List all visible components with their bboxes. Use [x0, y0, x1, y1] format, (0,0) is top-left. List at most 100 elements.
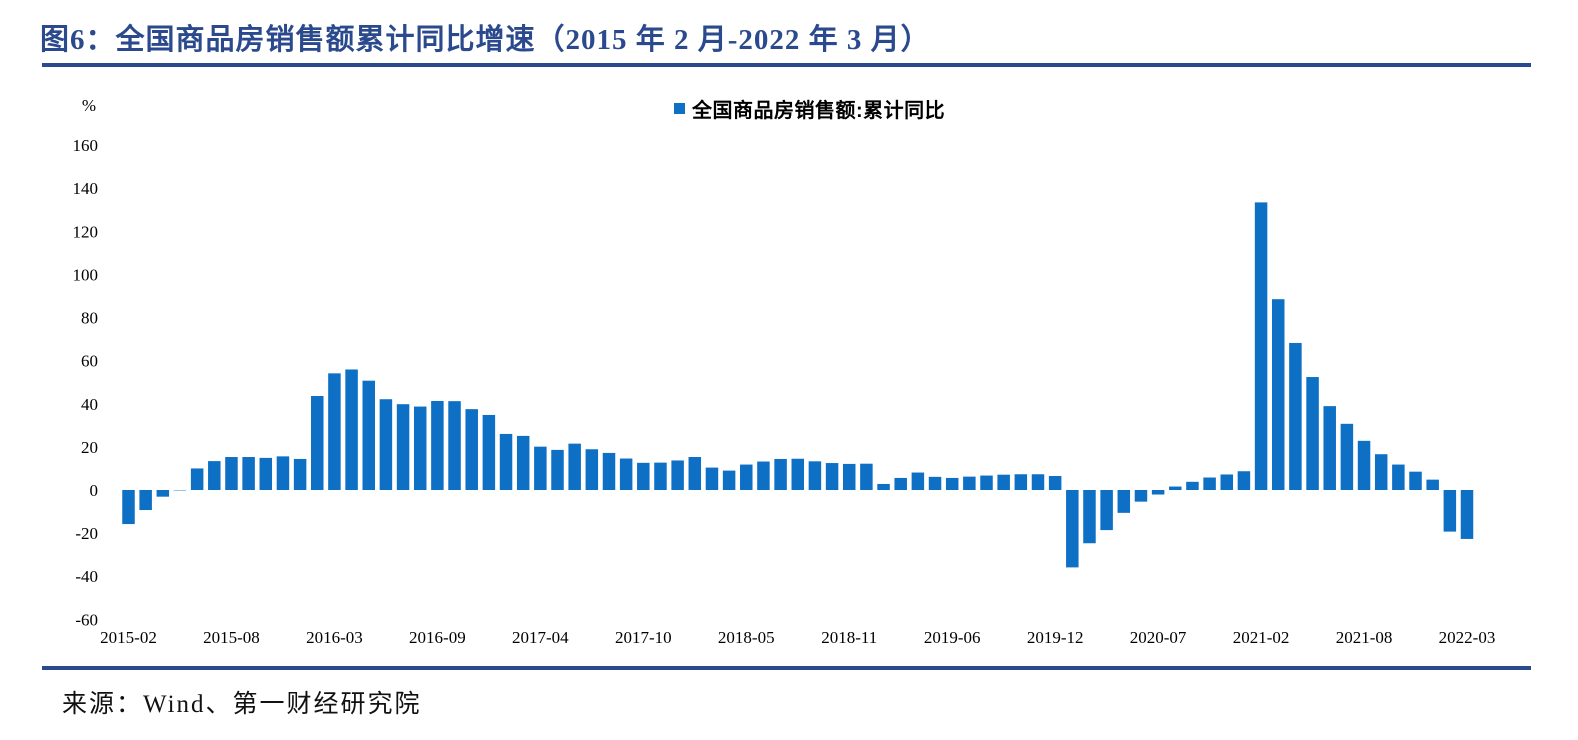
bar-2021-08 [1357, 440, 1371, 490]
bar-2015-06 [190, 468, 204, 490]
bar-2015-02 [122, 490, 135, 525]
bar-2019-11 [1031, 474, 1045, 490]
bar-2017-11 [654, 462, 667, 490]
bar-2020-03 [1083, 490, 1096, 544]
y-tick-label: 40 [81, 395, 98, 414]
bar-2018-05 [740, 464, 753, 490]
bar-2022-02 [1443, 490, 1457, 532]
bar-2016-04 [345, 369, 358, 490]
x-tick-label: 2021-08 [1336, 628, 1393, 647]
bar-2018-08 [791, 458, 804, 490]
bar-2020-09 [1186, 481, 1199, 490]
bar-2020-04 [1100, 490, 1113, 531]
title-divider-rule [42, 63, 1531, 67]
bar-2016-06 [379, 399, 393, 490]
bar-2017-07 [585, 449, 599, 490]
bar-2021-03 [1271, 299, 1285, 490]
bar-2021-10 [1392, 464, 1405, 490]
bar-2020-07 [1151, 490, 1165, 495]
bar-2018-10 [825, 463, 839, 490]
bar-2021-11 [1409, 471, 1422, 490]
y-tick-label: -20 [75, 524, 98, 543]
bar-2021-06 [1323, 406, 1336, 490]
bar-2015-11 [276, 456, 290, 490]
y-tick-label: -60 [75, 610, 98, 629]
bar-2021-05 [1306, 377, 1319, 490]
bar-2016-10 [448, 401, 461, 490]
y-tick-label: 20 [81, 438, 98, 457]
bar-2021-09 [1374, 454, 1388, 490]
x-tick-label: 2016-03 [306, 628, 363, 647]
bar-2017-03 [516, 435, 530, 490]
bar-2019-10 [1014, 474, 1028, 490]
bar-2016-08 [413, 406, 427, 490]
x-tick-label: 2021-02 [1233, 628, 1290, 647]
legend-swatch-icon [674, 103, 685, 114]
bar-2020-12 [1237, 471, 1251, 490]
bar-2020-08 [1169, 486, 1182, 490]
bar-2016-05 [362, 380, 375, 490]
bar-2019-07 [963, 476, 976, 490]
bar-2017-05 [551, 449, 564, 490]
y-tick-label: 100 [73, 265, 99, 284]
bar-2021-04 [1289, 342, 1302, 490]
y-tick-label: 160 [73, 136, 99, 155]
chart-legend: 全国商品房销售额:累计同比 [674, 94, 945, 123]
bar-2017-06 [568, 443, 581, 490]
y-tick-label: 0 [90, 481, 99, 500]
x-tick-label: 2020-07 [1130, 628, 1187, 647]
x-tick-label: 2018-11 [821, 628, 877, 647]
bar-2015-12 [293, 458, 307, 490]
bar-2022-03 [1460, 490, 1474, 539]
bar-2018-03 [705, 467, 719, 490]
legend-series-label: 全国商品房销售额:累计同比 [692, 100, 946, 122]
bar-2020-11 [1220, 474, 1234, 490]
x-tick-label: 2016-09 [409, 628, 466, 647]
y-tick-label: -40 [75, 567, 98, 586]
bar-2018-09 [808, 461, 822, 490]
bar-2017-02 [499, 433, 513, 490]
bar-2019-05 [928, 476, 942, 490]
bar-2015-04 [156, 490, 170, 497]
bar-2021-12 [1426, 479, 1439, 490]
bar-2021-07 [1340, 423, 1354, 490]
bar-2018-04 [722, 470, 736, 490]
source-attribution: 来源：Wind、第一财经研究院 [62, 691, 422, 718]
bar-2017-12 [671, 460, 684, 490]
bar-2016-12 [482, 414, 496, 490]
bar-2021-02 [1254, 202, 1268, 490]
bar-2019-03 [894, 477, 907, 490]
bar-2015-10 [259, 457, 273, 490]
x-tick-label: 2015-02 [100, 628, 157, 647]
bar-2016-07 [396, 404, 410, 490]
bar-2018-07 [774, 458, 787, 490]
bar-2018-02 [688, 457, 702, 490]
x-tick-label: 2018-05 [718, 628, 775, 647]
bar-2017-04 [534, 446, 547, 490]
bar-2015-09 [242, 457, 255, 490]
y-tick-label: 80 [81, 309, 98, 328]
bar-2016-03 [328, 373, 341, 490]
footer-divider-rule [42, 666, 1531, 670]
bar-2019-06 [945, 477, 959, 490]
bar-2016-09 [431, 400, 444, 490]
bar-2016-02 [311, 396, 324, 490]
bar-2020-06 [1134, 490, 1148, 502]
bar-2017-09 [619, 458, 633, 490]
y-axis-unit-label: % [81, 96, 96, 115]
bar-2016-11 [465, 409, 478, 490]
x-tick-label: 2015-08 [203, 628, 260, 647]
x-tick-label: 2017-10 [615, 628, 672, 647]
bar-2019-12 [1048, 475, 1062, 490]
bar-2018-11 [842, 463, 856, 490]
bar-2015-07 [208, 461, 221, 490]
bar-2019-08 [980, 475, 993, 490]
bar-2019-04 [911, 472, 925, 490]
figure-title: 图6：全国商品房销售额累计同比增速（2015 年 2 月-2022 年 3 月） [40, 24, 931, 56]
bar-2019-09 [997, 474, 1010, 490]
bar-2019-02 [877, 483, 890, 490]
x-tick-label: 2022-03 [1439, 628, 1496, 647]
bar-2015-08 [225, 457, 238, 490]
x-tick-label: 2017-04 [512, 628, 569, 647]
y-tick-label: 60 [81, 352, 98, 371]
